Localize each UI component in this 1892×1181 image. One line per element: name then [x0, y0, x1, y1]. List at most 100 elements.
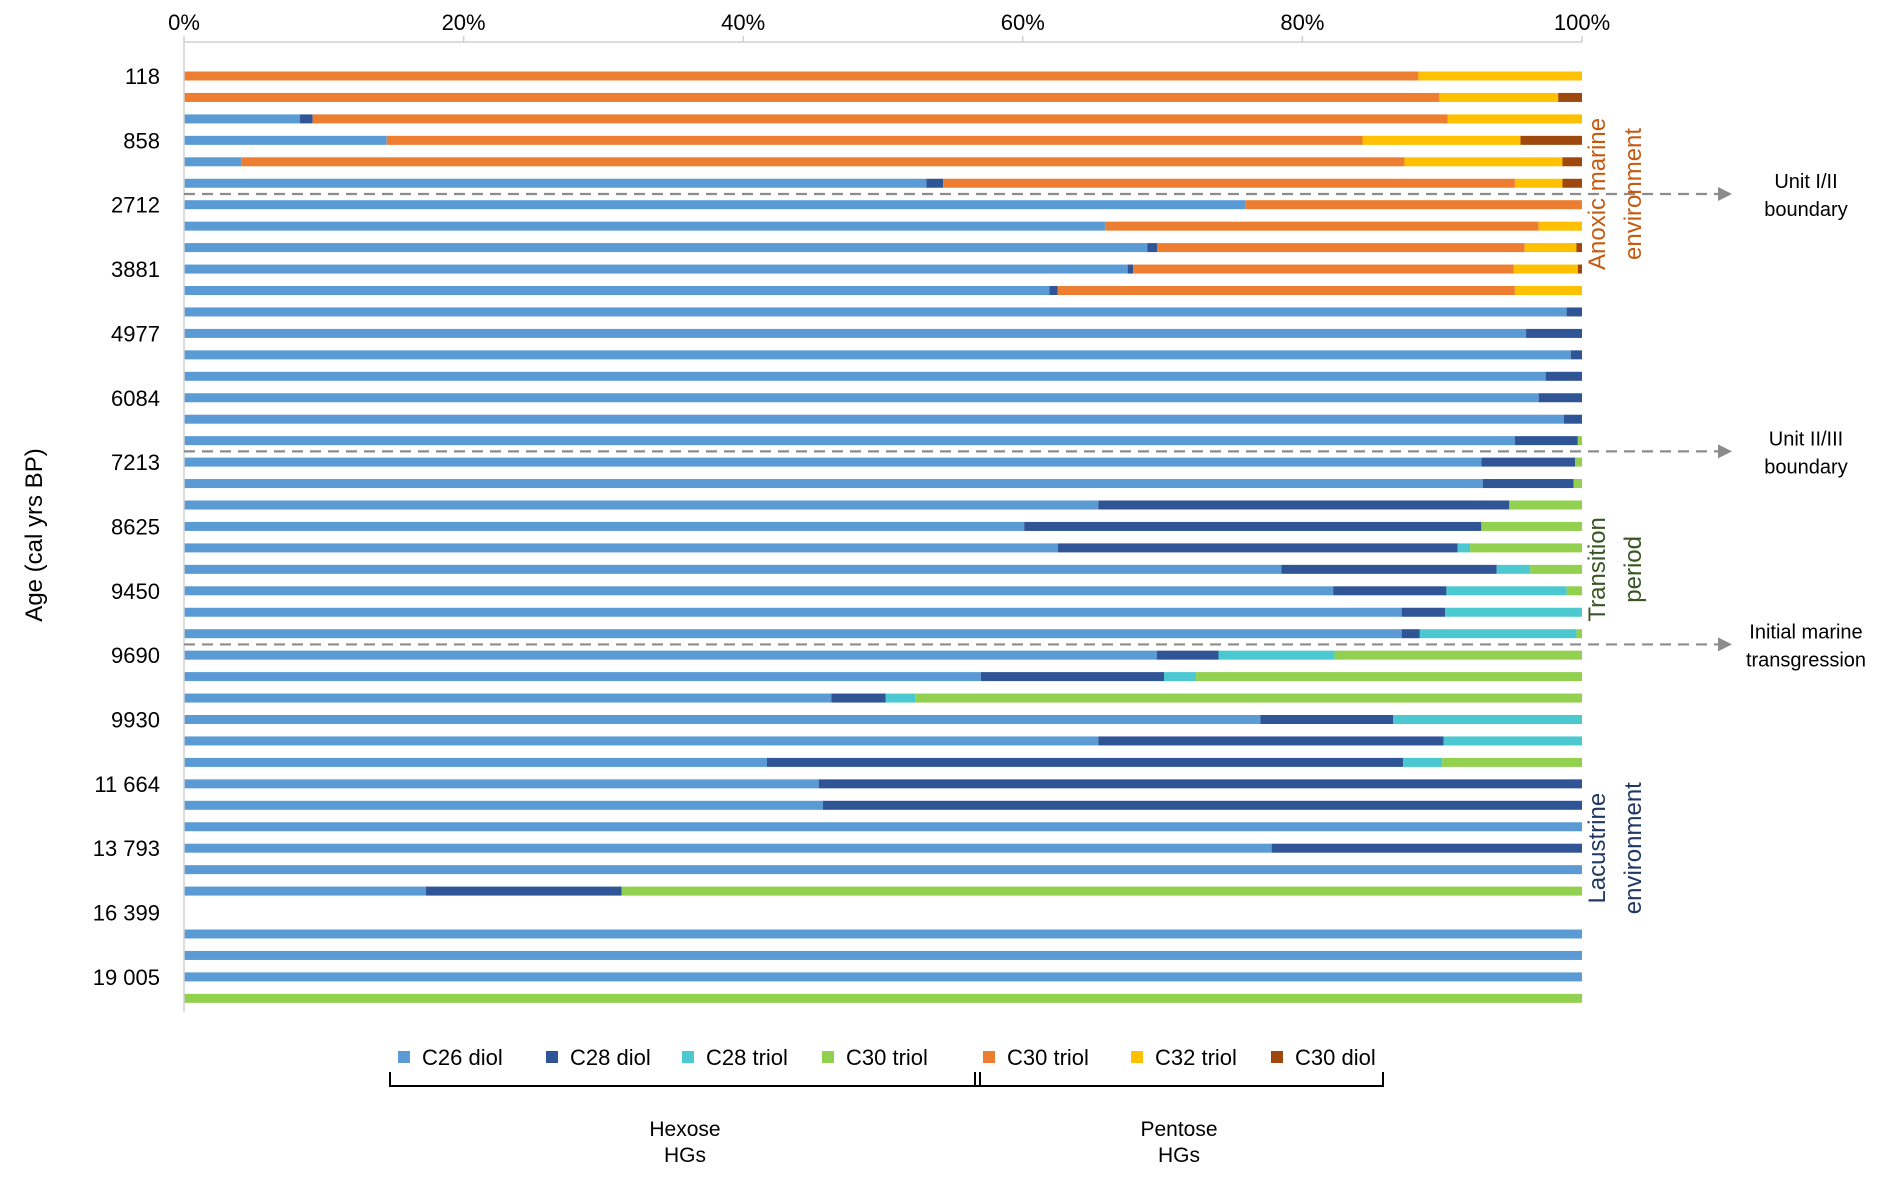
group-label: HGs: [664, 1144, 706, 1167]
legend-label: C30 diol: [1295, 1045, 1376, 1070]
bar-segment-14-0: [184, 371, 1546, 381]
bar-segment-36-1: [1271, 843, 1582, 853]
legend-label: C28 triol: [706, 1045, 788, 1070]
bar-segment-18-3: [1575, 457, 1582, 467]
y-tick-label: 118: [125, 64, 160, 89]
bar-segment-31-0: [184, 736, 1099, 746]
group-bracket: [974, 1072, 1384, 1087]
period-label: Transition: [1584, 517, 1611, 621]
y-tick-label: 8625: [111, 514, 160, 539]
bar-segment-12-1: [1526, 328, 1582, 338]
bar-segment-26-2: [1419, 629, 1577, 639]
y-tick-label: 9690: [111, 643, 160, 668]
bar-segment-1-5: [1439, 92, 1559, 102]
x-tick-label: 60%: [1001, 10, 1045, 35]
bar-segment-29-1: [831, 693, 886, 703]
bar-segment-7-5: [1538, 221, 1582, 231]
bar-segment-14-1: [1545, 371, 1582, 381]
y-tick-label: 16 399: [93, 901, 160, 926]
bar-segment-40-0: [184, 929, 1582, 939]
legend-swatch: [822, 1051, 834, 1063]
y-axis-label: Age (cal yrs BP): [21, 448, 48, 621]
period-label: period: [1620, 536, 1647, 603]
y-tick-label: 9930: [111, 708, 160, 733]
bar-segment-19-3: [1573, 479, 1582, 489]
bar-segment-28-2: [1164, 672, 1197, 682]
bar-segment-29-0: [184, 693, 832, 703]
bar-segment-27-3: [1334, 650, 1582, 660]
group-label: Pentose: [1140, 1118, 1217, 1141]
bar-segment-5-1: [926, 178, 944, 188]
bar-segment-2-0: [184, 114, 301, 124]
bar-segment-21-3: [1481, 521, 1582, 531]
bar-segment-23-2: [1496, 564, 1531, 574]
bar-segment-9-1: [1127, 264, 1134, 274]
bar-segment-3-0: [184, 135, 387, 145]
group-bracket: [389, 1072, 981, 1087]
bar-segment-2-4: [312, 114, 1448, 124]
bar-segment-4-4: [241, 157, 1405, 167]
bar-segment-38-3: [621, 886, 1582, 896]
bar-segment-24-0: [184, 586, 1334, 596]
bars-layer: [184, 71, 1582, 1003]
bar-segment-8-4: [1157, 243, 1525, 253]
x-tick-label: 40%: [721, 10, 765, 35]
bar-segment-21-0: [184, 521, 1025, 531]
bar-segment-17-3: [1577, 436, 1582, 446]
bar-segment-23-1: [1281, 564, 1497, 574]
bar-segment-26-0: [184, 629, 1402, 639]
period-label: Lacustrine: [1584, 793, 1611, 904]
bar-segment-26-1: [1401, 629, 1420, 639]
bar-segment-30-0: [184, 715, 1261, 724]
bar-segment-34-1: [822, 800, 1582, 810]
bar-segment-5-6: [1562, 178, 1582, 188]
bar-segment-22-3: [1470, 543, 1582, 553]
y-tick-label: 6084: [111, 386, 160, 411]
legend-label: C30 triol: [1007, 1045, 1089, 1070]
y-tick-label: 2712: [111, 193, 160, 218]
bar-segment-10-1: [1049, 286, 1058, 295]
bar-segment-12-0: [184, 328, 1527, 338]
x-tick-label: 100%: [1554, 10, 1610, 35]
bar-segment-16-1: [1563, 414, 1582, 424]
period-label: environment: [1620, 782, 1647, 914]
bar-segment-4-0: [184, 157, 242, 167]
bar-segment-18-1: [1481, 457, 1576, 467]
bar-segment-30-2: [1393, 715, 1582, 724]
bar-segment-3-6: [1520, 135, 1582, 145]
boundary-label: Unit I/II: [1774, 171, 1837, 193]
bar-segment-8-1: [1147, 243, 1158, 253]
bar-segment-43-3: [184, 993, 1582, 1003]
bar-segment-25-1: [1401, 607, 1445, 617]
bar-segment-23-3: [1530, 564, 1582, 574]
bar-segment-34-0: [184, 800, 823, 810]
legend-label: C26 diol: [422, 1045, 503, 1070]
bar-segment-29-2: [885, 693, 916, 703]
bar-segment-35-0: [184, 822, 1582, 832]
y-tick-label: 19 005: [93, 965, 160, 990]
bar-segment-28-1: [980, 672, 1164, 682]
bar-segment-20-0: [184, 500, 1099, 510]
boundary-arrow-head: [1718, 444, 1732, 459]
y-tick-label: 7213: [111, 450, 160, 475]
bar-segment-17-1: [1514, 436, 1578, 446]
legend-swatch: [1271, 1051, 1283, 1063]
bar-segment-0-4: [184, 71, 1419, 81]
annotation-layer: Unit I/II boundary Unit II/III boundary Init…: [184, 118, 1866, 914]
bar-segment-8-6: [1576, 243, 1582, 253]
bar-segment-42-0: [184, 972, 1582, 982]
boundary-label: boundary: [1764, 199, 1847, 221]
bar-segment-33-0: [184, 779, 819, 789]
bar-segment-7-4: [1105, 221, 1539, 231]
legend-label: C28 diol: [570, 1045, 651, 1070]
bar-segment-11-0: [184, 307, 1567, 317]
bar-segment-8-5: [1524, 243, 1577, 253]
y-tick-label: 3881: [111, 257, 160, 282]
bar-segment-27-0: [184, 650, 1158, 660]
bar-segment-27-1: [1157, 650, 1219, 660]
boundary-label: transgression: [1746, 649, 1866, 671]
bar-segment-15-1: [1538, 393, 1582, 403]
bar-segment-9-6: [1577, 264, 1582, 274]
y-tick-label: 858: [123, 128, 160, 153]
bar-segment-24-2: [1446, 586, 1567, 596]
